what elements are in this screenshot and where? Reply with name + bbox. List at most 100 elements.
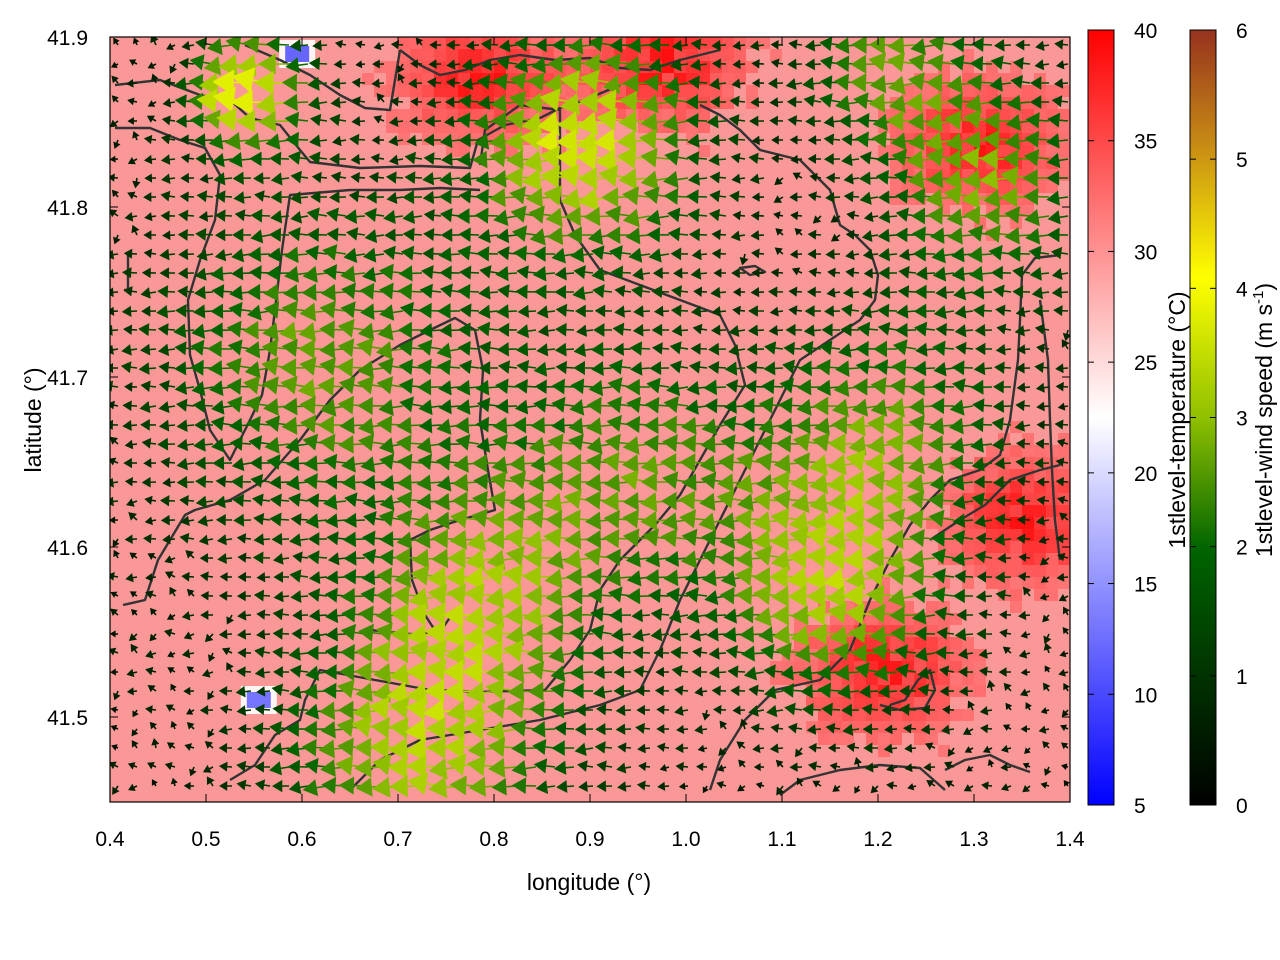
wind-arrow xyxy=(708,342,727,356)
wind-arrow xyxy=(884,489,917,511)
wind-arrow xyxy=(1004,206,1031,224)
wind-arrow xyxy=(311,171,328,184)
wind-arrow xyxy=(934,645,955,660)
wind-arrow xyxy=(1025,112,1050,129)
wind-arrow xyxy=(416,474,442,492)
x-tick-label: 0.4 xyxy=(95,828,125,851)
heatmap-cell xyxy=(746,85,758,97)
wind-arrow xyxy=(513,245,537,262)
wind-arrow xyxy=(325,570,347,585)
heatmap-cell xyxy=(998,505,1010,517)
wind-arrow xyxy=(933,305,955,320)
wind-arrow xyxy=(978,609,993,620)
wind-arrow xyxy=(890,624,917,643)
wind-arrow xyxy=(458,94,480,109)
wind-arrow xyxy=(254,190,271,202)
wind-arrow xyxy=(952,378,974,394)
wind-arrow xyxy=(859,191,879,205)
wind-arrow xyxy=(687,133,708,148)
heatmap-cell xyxy=(626,49,638,61)
wind-arrow xyxy=(993,533,1012,546)
wind-arrow xyxy=(410,97,423,107)
colorbar-tick-label: 0 xyxy=(1236,795,1248,818)
wind-arrow xyxy=(210,303,233,319)
wind-arrow xyxy=(1043,633,1052,645)
wind-arrow xyxy=(1062,627,1070,635)
wind-arrow xyxy=(787,115,803,126)
wind-arrow xyxy=(180,515,195,527)
wind-arrow xyxy=(775,642,803,661)
wind-arrow xyxy=(147,685,157,693)
wind-arrow xyxy=(655,666,670,678)
wind-arrow xyxy=(769,97,784,108)
wind-arrow xyxy=(686,608,708,624)
wind-arrow xyxy=(573,265,594,280)
wind-arrow xyxy=(110,380,119,392)
wind-arrow xyxy=(272,552,290,565)
wind-arrow xyxy=(1042,740,1050,749)
wind-arrow xyxy=(690,342,708,355)
wind-arrow xyxy=(149,721,158,730)
wind-arrow xyxy=(713,704,727,715)
y-tick-label: 41.6 xyxy=(47,537,88,560)
wind-arrow xyxy=(593,323,612,337)
wind-arrow xyxy=(709,171,727,184)
heatmap-cell xyxy=(1046,553,1058,565)
wind-arrow xyxy=(700,435,727,454)
wind-arrow xyxy=(130,643,139,654)
wind-arrow xyxy=(121,344,138,356)
wind-arrow xyxy=(1035,515,1050,526)
wind-arrow xyxy=(807,135,822,146)
x-tick-label: 0.6 xyxy=(287,828,316,851)
wind-arrow xyxy=(211,437,233,453)
heatmap-cell xyxy=(1058,517,1070,529)
wind-arrow xyxy=(1014,420,1031,432)
wind-arrow xyxy=(895,663,917,679)
wind-arrow xyxy=(219,780,233,791)
wind-arrow xyxy=(207,340,233,358)
wind-arrow xyxy=(212,456,233,471)
wind-arrow xyxy=(992,380,1012,394)
wind-arrow xyxy=(398,377,423,395)
wind-arrow xyxy=(340,301,366,319)
wind-arrow xyxy=(1020,725,1030,733)
wind-arrow xyxy=(267,247,290,263)
wind-arrow xyxy=(842,286,860,299)
wind-arrow xyxy=(725,379,746,393)
wind-arrow xyxy=(191,380,214,397)
wind-arrow xyxy=(887,453,917,474)
wind-arrow xyxy=(961,188,993,209)
wind-arrow xyxy=(289,533,309,547)
wind-arrow xyxy=(649,361,670,376)
wind-arrow xyxy=(356,375,385,395)
wind-arrow xyxy=(124,439,138,450)
heatmap-cell xyxy=(986,505,998,517)
wind-arrow xyxy=(663,569,689,587)
heatmap-cell xyxy=(1010,601,1022,613)
wind-arrow xyxy=(209,380,233,397)
wind-arrow xyxy=(497,360,518,374)
wind-arrow xyxy=(590,606,613,622)
wind-arrow xyxy=(651,342,670,355)
wind-arrow xyxy=(1061,709,1069,717)
wind-arrow xyxy=(823,115,841,128)
wind-arrow xyxy=(978,648,993,659)
wind-arrow xyxy=(251,493,271,507)
wind-arrow xyxy=(640,472,670,492)
wind-arrow xyxy=(593,665,613,680)
wind-arrow xyxy=(661,415,689,434)
heatmap-cell xyxy=(794,661,806,673)
wind-arrow xyxy=(648,248,670,263)
wind-arrow xyxy=(791,267,803,276)
wind-arrow xyxy=(939,685,955,697)
wind-arrow xyxy=(568,37,594,55)
wind-arrow xyxy=(184,743,195,751)
wind-arrow xyxy=(816,379,841,396)
wind-arrow xyxy=(974,323,993,337)
wind-arrow xyxy=(529,700,556,719)
wind-arrow xyxy=(806,724,822,735)
x-tick-label: 1.3 xyxy=(959,828,988,851)
wind-arrow xyxy=(341,474,366,491)
wind-arrow xyxy=(1057,495,1069,505)
wind-arrow xyxy=(679,509,708,529)
